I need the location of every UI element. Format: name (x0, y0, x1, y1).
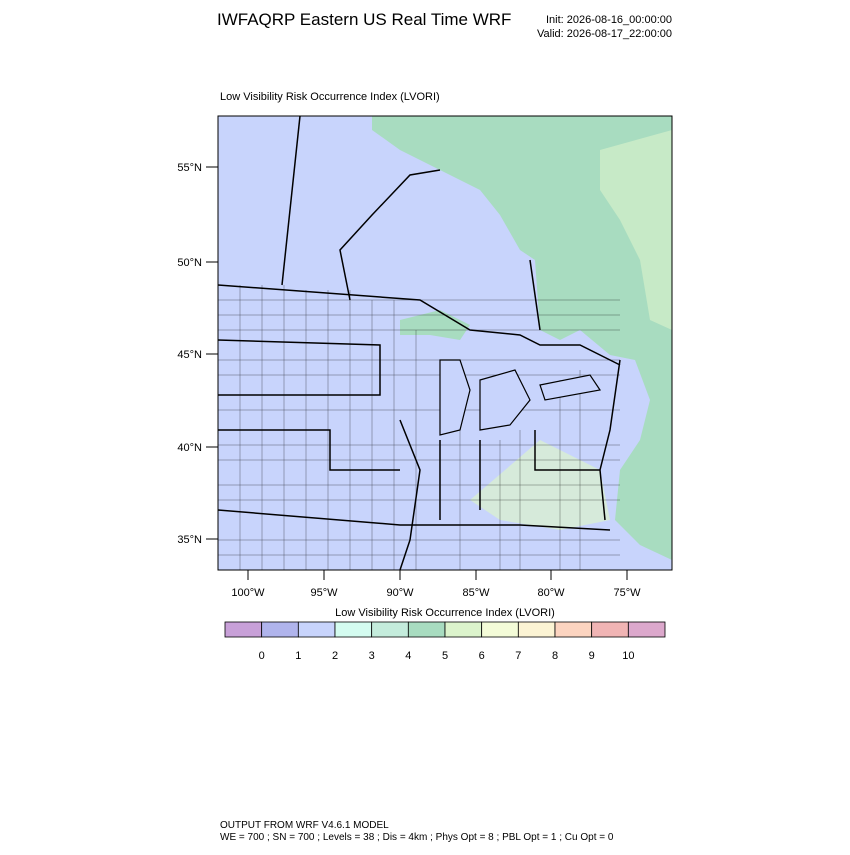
colorbar-box (224, 621, 263, 638)
lat-label: 35°N (177, 534, 202, 546)
lon-label: 75°W (613, 587, 641, 599)
colorbar-box (407, 621, 446, 638)
colorbar-label: 10 (622, 650, 634, 662)
colorbar-label: 0 (259, 650, 265, 662)
colorbar-label: 9 (589, 650, 595, 662)
colorbar-label: 8 (552, 650, 558, 662)
lon-label: 80°W (537, 587, 565, 599)
land-upper-michigan (400, 310, 470, 340)
colorbar-box (591, 621, 629, 638)
colorbar: 0 1 2 3 4 5 6 7 8 9 10 (224, 621, 666, 662)
lat-label: 45°N (177, 349, 202, 361)
colorbar-label: 3 (369, 650, 375, 662)
colorbar-label: 5 (442, 650, 448, 662)
colorbar-box (554, 621, 593, 638)
boundaries (218, 116, 621, 570)
footer-line: OUTPUT FROM WRF V4.6.1 MODEL (220, 820, 389, 831)
colorbar-box (261, 621, 299, 638)
great-lakes (439, 359, 602, 436)
lon-label: 100°W (231, 587, 265, 599)
colorbar-box (627, 621, 666, 638)
init-time: Init: 2026-08-16_00:00:00 (546, 14, 672, 26)
lat-label: 50°N (177, 257, 202, 269)
colorbar-label: 1 (295, 650, 301, 662)
land-east (372, 116, 672, 560)
colorbar-label: 7 (515, 650, 521, 662)
lon-label: 90°W (386, 587, 414, 599)
footer-line: WE = 700 ; SN = 700 ; Levels = 38 ; Dis … (220, 832, 614, 843)
colorbar-box (371, 621, 409, 638)
colorbar-label: 6 (479, 650, 485, 662)
colorbar-box (517, 621, 556, 638)
colorbar-box (444, 621, 483, 638)
map-frame (217, 115, 673, 571)
colorbar-box (481, 621, 519, 638)
axis-labels: 55°N 50°N 45°N 40°N 35°N 100°W 95°W 90°W 85°W 80°… (177, 162, 641, 599)
lon-label: 95°W (310, 587, 338, 599)
main-title: IWFAQRP Eastern US Real Time WRF (217, 10, 511, 29)
lon-label: 85°W (462, 587, 490, 599)
map-title: Low Visibility Risk Occurrence Index (LV… (220, 91, 440, 103)
map-area (218, 116, 672, 570)
county-lines (218, 285, 620, 570)
colorbar-title: Low Visibility Risk Occurrence Index (LV… (335, 607, 555, 619)
lat-label: 40°N (177, 442, 202, 454)
colorbar-label: 4 (405, 650, 411, 662)
valid-time: Valid: 2026-08-17_22:00:00 (537, 28, 672, 40)
colorbar-box (334, 621, 373, 638)
colorbar-label: 2 (332, 650, 338, 662)
lat-label: 55°N (177, 162, 202, 174)
colorbar-box (297, 621, 336, 638)
highlands (600, 130, 672, 330)
